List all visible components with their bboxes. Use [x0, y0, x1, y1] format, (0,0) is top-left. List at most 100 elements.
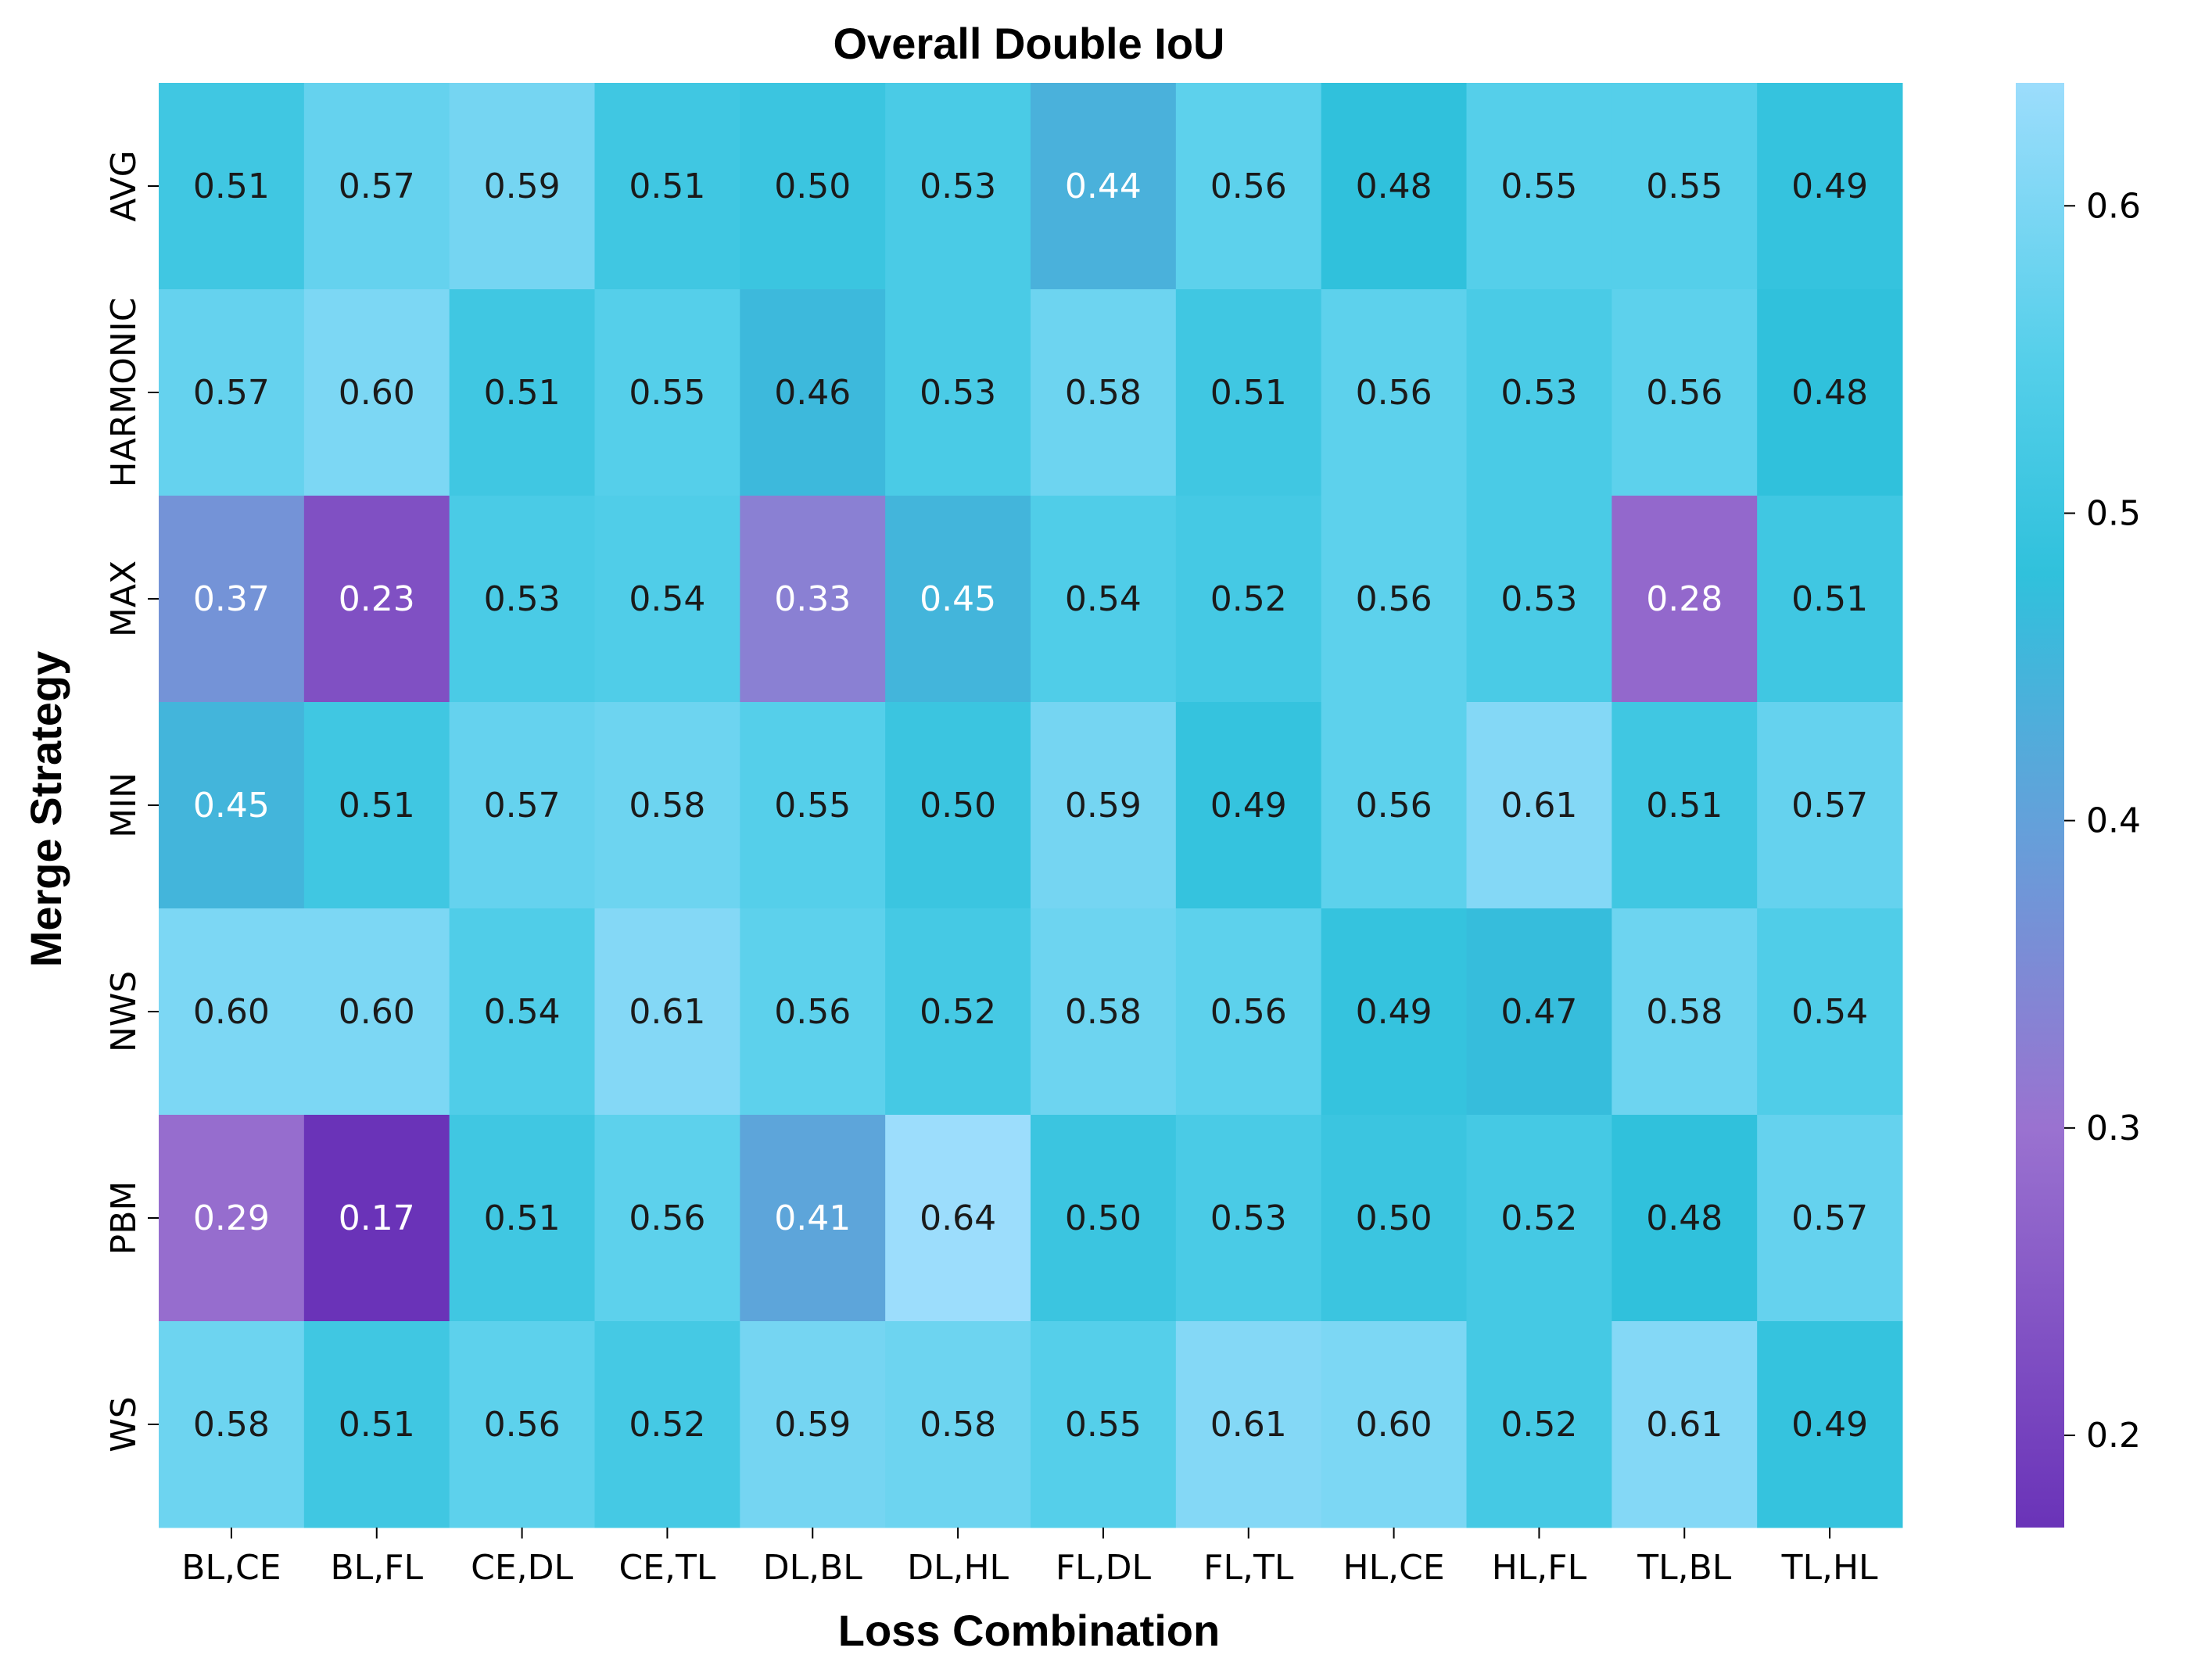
heatmap-cell: [449, 702, 595, 909]
heatmap-cell: [740, 1321, 886, 1528]
cell-value-label: 0.45: [193, 786, 270, 826]
colorbar-tick-label: 0.5: [2086, 493, 2141, 533]
heatmap-cell: [303, 702, 450, 909]
heatmap-cell: [1175, 908, 1322, 1116]
heatmap-cell: [1175, 702, 1322, 909]
heatmap-cell: [1612, 289, 1758, 496]
cell-value-label: 0.52: [1210, 579, 1287, 619]
cell-value-label: 0.56: [484, 1405, 561, 1445]
cell-value-label: 0.51: [629, 167, 705, 206]
heatmap-cell: [449, 1115, 595, 1322]
cell-value-label: 0.57: [1791, 786, 1868, 826]
cell-value-label: 0.51: [339, 786, 415, 826]
heatmap-cell: [1612, 1321, 1758, 1528]
cell-value-label: 0.17: [339, 1198, 415, 1238]
cell-value-label: 0.54: [1791, 992, 1868, 1032]
heatmap-cell: [1757, 289, 1903, 496]
heatmap-cell: [303, 1321, 450, 1528]
heatmap-cell: [449, 289, 595, 496]
cell-value-label: 0.55: [774, 786, 851, 826]
heatmap-cell: [1612, 83, 1758, 290]
y-tick-label: NWS: [104, 971, 144, 1052]
heatmap-cell: [885, 1115, 1031, 1322]
heatmap-cell: [1031, 83, 1177, 290]
heatmap-cell: [1466, 1321, 1612, 1528]
x-axis-label: Loss Combination: [838, 1606, 1220, 1655]
heatmap-cell: [1031, 496, 1177, 703]
cell-value-label: 0.50: [774, 167, 851, 206]
cell-value-label: 0.54: [629, 579, 705, 619]
colorbar-tick-label: 0.4: [2086, 801, 2141, 841]
heatmap-cell: [1175, 1321, 1322, 1528]
cell-value-label: 0.28: [1646, 579, 1723, 619]
heatmap-cell: [1321, 702, 1467, 909]
heatmap-cell: [1757, 702, 1903, 909]
heatmap-cell: [303, 496, 450, 703]
cell-value-label: 0.54: [484, 992, 561, 1032]
cell-value-label: 0.55: [629, 373, 705, 413]
colorbar-tick-label: 0.6: [2086, 186, 2141, 226]
cell-value-label: 0.48: [1791, 373, 1868, 413]
cell-value-label: 0.59: [1065, 786, 1142, 826]
colorbar-gradient: [2016, 83, 2064, 1528]
cell-value-label: 0.51: [193, 167, 270, 206]
cell-value-label: 0.44: [1065, 167, 1142, 206]
heatmap-cell: [1175, 496, 1322, 703]
heatmap-cell: [159, 702, 305, 909]
heatmap-cell: [740, 496, 886, 703]
cell-value-label: 0.55: [1065, 1405, 1142, 1445]
x-tick-label: FL,DL: [1056, 1548, 1152, 1588]
y-tick-label: WS: [104, 1396, 144, 1452]
x-tick-label: DL,BL: [763, 1548, 863, 1588]
cell-value-label: 0.33: [774, 579, 851, 619]
cell-value-label: 0.53: [1500, 579, 1577, 619]
cell-value-label: 0.51: [1646, 786, 1723, 826]
heatmap-cell: [885, 702, 1031, 909]
heatmap-cell: [1757, 83, 1903, 290]
cell-value-label: 0.58: [1065, 992, 1142, 1032]
x-tick-label: DL,HL: [907, 1548, 1009, 1588]
chart-title: Overall Double IoU: [834, 19, 1225, 68]
cell-value-label: 0.49: [1791, 167, 1868, 206]
heatmap-cell: [1321, 1115, 1467, 1322]
cell-value-label: 0.54: [1065, 579, 1142, 619]
cell-value-label: 0.61: [1646, 1405, 1723, 1445]
heatmap-cell: [449, 908, 595, 1116]
cell-value-label: 0.58: [193, 1405, 270, 1445]
heatmap-cell: [1031, 702, 1177, 909]
cell-value-label: 0.61: [1500, 786, 1577, 826]
cell-value-label: 0.37: [193, 579, 270, 619]
cell-value-label: 0.61: [1210, 1405, 1287, 1445]
cell-value-label: 0.51: [339, 1405, 415, 1445]
heatmap-cell: [1757, 1115, 1903, 1322]
colorbar: 0.2 0.3 0.4 0.5 0.6: [2016, 83, 2141, 1528]
heatmap-cell: [885, 83, 1031, 290]
cell-value-label: 0.48: [1356, 167, 1432, 206]
colorbar-tick-label: 0.3: [2086, 1109, 2141, 1148]
heatmap-cell: [449, 83, 595, 290]
heatmap-cell: [1466, 702, 1612, 909]
heatmap-cell: [159, 289, 305, 496]
cell-value-label: 0.46: [774, 373, 851, 413]
heatmap-cell: [740, 702, 886, 909]
x-tick-label: HL,CE: [1343, 1548, 1445, 1588]
cell-value-label: 0.58: [629, 786, 705, 826]
x-tick-label: TL,HL: [1781, 1548, 1878, 1588]
x-tick-label: BL,FL: [330, 1548, 423, 1588]
cell-value-label: 0.53: [920, 373, 996, 413]
cell-value-label: 0.51: [1210, 373, 1287, 413]
cell-value-label: 0.59: [774, 1405, 851, 1445]
cell-value-label: 0.58: [1646, 992, 1723, 1032]
heatmap-cell: [594, 1321, 740, 1528]
heatmap-cell: [1466, 1115, 1612, 1322]
heatmap-cell: [1031, 908, 1177, 1116]
heatmap-cell: [449, 496, 595, 703]
heatmap-cell: [1031, 1115, 1177, 1322]
cell-value-label: 0.64: [920, 1198, 996, 1238]
heatmap-cell: [1612, 496, 1758, 703]
cell-value-label: 0.53: [484, 579, 561, 619]
heatmap-cell: [594, 702, 740, 909]
y-tick-label: AVG: [104, 150, 144, 221]
x-tick-label: TL,BL: [1637, 1548, 1732, 1588]
cell-value-label: 0.51: [1791, 579, 1868, 619]
